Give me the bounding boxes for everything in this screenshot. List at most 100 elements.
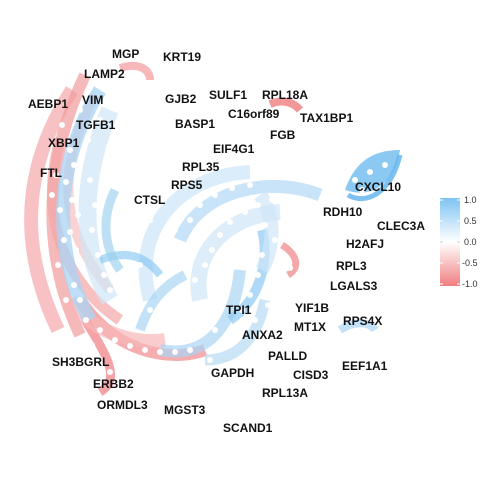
node-dot (209, 247, 215, 253)
gene-label: CLEC3A (377, 219, 425, 233)
node-dot (157, 197, 163, 203)
gene-label: RPL3 (336, 259, 367, 273)
node-dot (229, 185, 235, 191)
node-dot (217, 232, 223, 238)
node-dot (265, 302, 271, 308)
node-dot (242, 209, 248, 215)
node-dot (272, 237, 278, 243)
gene-label: SULF1 (209, 88, 247, 102)
node-dot (359, 187, 365, 193)
node-dot (73, 247, 79, 253)
node-dot (382, 162, 388, 168)
node-dot (252, 237, 258, 243)
node-dot (83, 317, 89, 323)
edge (24, 86, 78, 334)
node-dot (89, 227, 95, 233)
node-dot (89, 342, 95, 348)
gene-label: EIF4G1 (213, 142, 255, 156)
node-dot (53, 172, 59, 178)
edge (81, 317, 116, 396)
node-dot (227, 219, 233, 225)
edge (254, 190, 279, 274)
node-dot (157, 349, 163, 355)
gene-label: GAPDH (211, 366, 254, 380)
node-dot (92, 202, 98, 208)
node-dot (262, 222, 268, 228)
node-dot (247, 292, 253, 298)
node-dot (212, 327, 218, 333)
gene-label: SCAND1 (223, 421, 273, 435)
node-dot (71, 162, 77, 168)
node-dot (165, 245, 171, 251)
node-dot (87, 177, 93, 183)
gene-label: PALLD (268, 349, 307, 363)
node-dot (127, 343, 133, 349)
node-dot (297, 212, 303, 218)
node-dot (352, 177, 358, 183)
node-dot (255, 272, 261, 278)
node-dot (71, 282, 77, 288)
gene-label: RPS5 (171, 178, 203, 192)
gene-label: MGP (112, 47, 139, 61)
node-dot (107, 287, 113, 293)
gene-label: AEBP1 (28, 97, 68, 111)
node-dot (207, 357, 213, 363)
node-dot (69, 197, 75, 203)
gene-labels: MGP KRT19 LAMP2 AEBP1 VIM GJB2 SULF1 RPL… (28, 47, 425, 435)
node-dot (307, 222, 313, 228)
node-dot (239, 307, 245, 313)
node-dot (222, 342, 228, 348)
edge (56, 86, 106, 324)
node-dot (117, 322, 123, 328)
gene-label: BASP1 (175, 117, 215, 131)
node-dot (97, 357, 103, 363)
edge (135, 270, 188, 332)
node-dot (67, 229, 73, 235)
node-dot (75, 212, 81, 218)
gene-label: CISD3 (293, 368, 329, 382)
node-dot (115, 82, 121, 88)
node-dot (63, 297, 69, 303)
node-dot (63, 179, 69, 185)
edge (138, 165, 251, 302)
node-dot (192, 362, 198, 368)
gene-label: RPL13A (262, 386, 308, 400)
gene-label: ERBB2 (93, 377, 134, 391)
node-dot (85, 137, 91, 143)
node-dot (125, 282, 131, 288)
node-dot (97, 117, 103, 123)
node-dot (147, 217, 153, 223)
node-dot (275, 259, 281, 265)
node-dot (202, 262, 208, 268)
node-dot (237, 327, 243, 333)
node-dot (172, 349, 178, 355)
legend-tick-label: -0.5 (462, 258, 478, 268)
node-dot (269, 197, 275, 203)
gene-label: TPI1 (226, 303, 252, 317)
edge (268, 97, 304, 113)
legend-colorbar (440, 198, 460, 286)
node-dot (105, 92, 111, 98)
node-dot (79, 265, 85, 271)
gene-label: TGFB1 (76, 118, 116, 132)
gene-label: LGALS3 (330, 279, 378, 293)
node-dot (55, 262, 61, 268)
node-layer (49, 82, 388, 375)
node-dot (77, 297, 83, 303)
node-dot (177, 287, 183, 293)
node-dot (107, 369, 113, 375)
gene-label: RPS4X (343, 314, 382, 328)
edge (337, 319, 379, 334)
gene-label: CTSL (134, 193, 165, 207)
node-dot (187, 217, 193, 223)
edge (98, 251, 164, 278)
node-dot (247, 182, 253, 188)
gene-label: MGST3 (164, 403, 206, 417)
node-dot (259, 252, 265, 258)
gene-label: EEF1A1 (342, 359, 388, 373)
node-dot (57, 207, 63, 213)
node-dot (192, 277, 198, 283)
edge (227, 228, 270, 325)
gene-label: GJB2 (165, 92, 197, 106)
